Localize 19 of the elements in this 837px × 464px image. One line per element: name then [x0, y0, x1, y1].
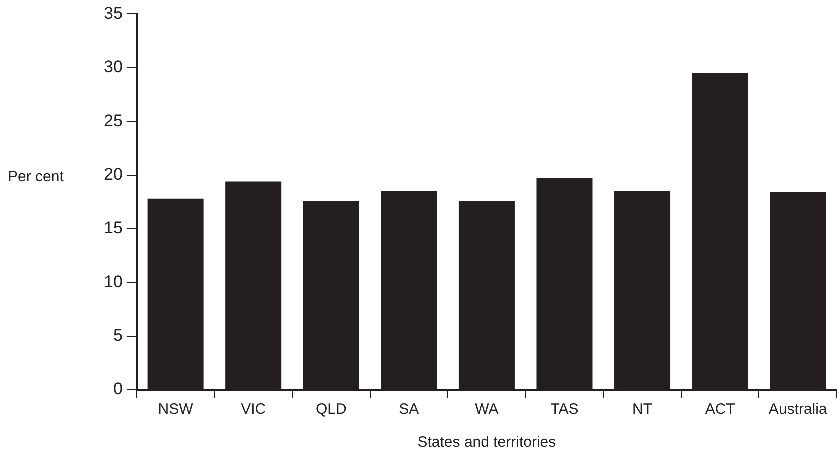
y-tick-label: 30: [104, 58, 123, 77]
x-tick-label: TAS: [550, 401, 579, 418]
x-tick-label: WA: [475, 401, 499, 418]
x-axis-title: States and territories: [418, 434, 556, 452]
x-tick-label: ACT: [705, 401, 736, 418]
y-tick-label: 15: [104, 218, 123, 238]
y-tick-label: 35: [104, 4, 123, 23]
y-axis-title: Per cent: [8, 168, 65, 186]
y-tick-label: 25: [104, 111, 123, 130]
x-tick-label: SA: [399, 401, 420, 418]
y-tick-label: 5: [113, 326, 123, 345]
x-tick-label: VIC: [241, 401, 266, 418]
y-tick-label: 0: [113, 380, 123, 399]
y-tick-label: 20: [104, 164, 123, 184]
x-tick-label: NT: [632, 401, 653, 418]
x-tick-label: Australia: [768, 401, 828, 418]
y-tick-label: 10: [104, 272, 123, 292]
x-tick-label: QLD: [316, 401, 347, 418]
x-tick-label: NSW: [158, 401, 194, 418]
